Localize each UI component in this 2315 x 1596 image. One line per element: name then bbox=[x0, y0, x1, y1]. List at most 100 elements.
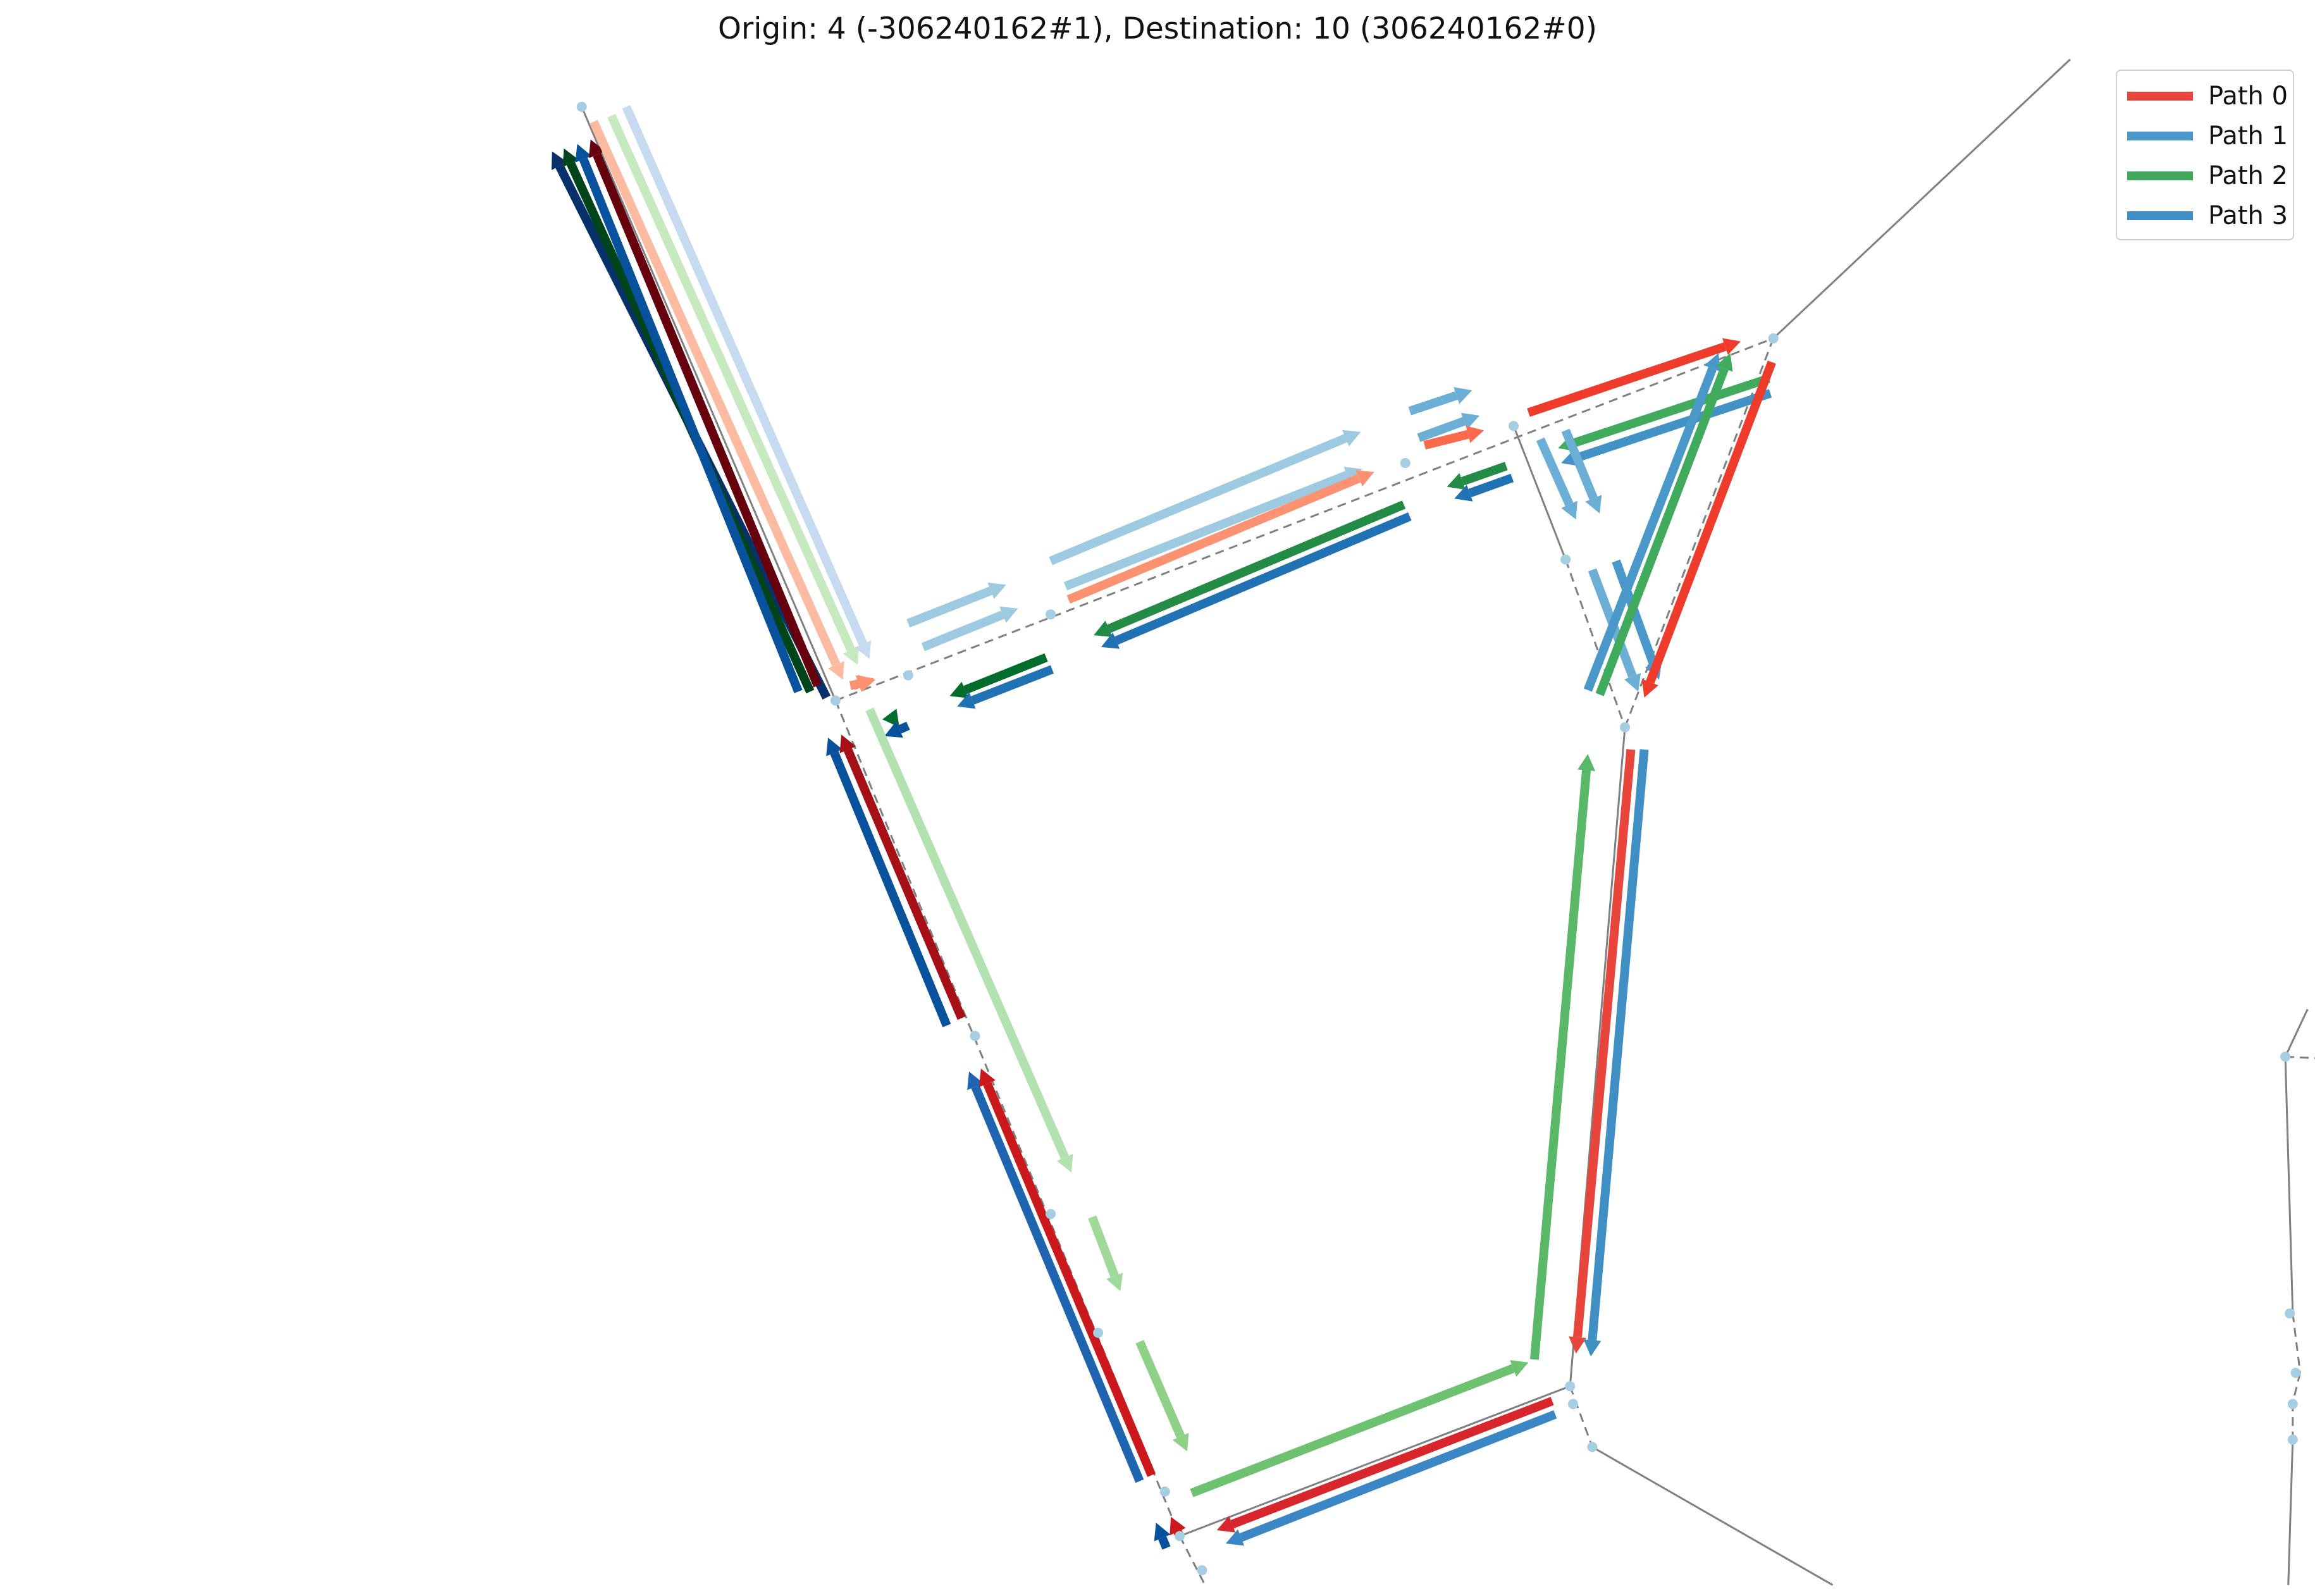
path-arrow-head bbox=[949, 681, 968, 698]
path-arrow-head bbox=[1106, 1272, 1123, 1292]
path-arrow-head bbox=[826, 738, 843, 757]
road-node bbox=[1560, 554, 1571, 565]
road-node bbox=[1620, 722, 1631, 733]
path-arrow-head bbox=[575, 144, 592, 163]
road-edge bbox=[1569, 1385, 1593, 1448]
legend-label-path-2: Path 2 bbox=[2208, 161, 2288, 190]
path-arrow-shaft bbox=[622, 105, 867, 646]
path-arrow-head bbox=[1641, 679, 1658, 698]
road-node bbox=[830, 695, 841, 706]
path-arrow-shaft bbox=[1561, 428, 1598, 500]
path-arrow-shaft bbox=[1460, 462, 1508, 486]
path-arrow-head bbox=[551, 151, 567, 170]
path-arrow-head bbox=[1216, 1516, 1236, 1533]
path-arrow-head bbox=[1454, 485, 1473, 502]
road-node bbox=[1046, 1209, 1056, 1220]
path-arrow-shaft bbox=[1646, 360, 1776, 684]
path-arrow-head bbox=[1101, 632, 1120, 649]
road-node bbox=[1093, 1327, 1104, 1338]
path-arrow-head bbox=[1094, 621, 1113, 637]
path-arrow-head bbox=[1355, 470, 1374, 487]
path-arrow-head bbox=[1569, 1336, 1586, 1354]
path-arrow-shaft bbox=[983, 1082, 1156, 1477]
path-arrow-head bbox=[1583, 1339, 1602, 1357]
path-arrow-head bbox=[1447, 473, 1466, 490]
path-arrow-shaft bbox=[921, 610, 1005, 652]
path-arrow-head bbox=[999, 606, 1018, 623]
path-arrow-shaft bbox=[1158, 1536, 1171, 1550]
path-arrow-head bbox=[987, 582, 1006, 599]
path-arrow-shaft bbox=[906, 586, 993, 628]
path-arrow-head bbox=[855, 675, 874, 693]
path-arrow-shaft bbox=[1230, 1397, 1554, 1529]
road-node bbox=[2280, 1051, 2291, 1062]
path-arrow-shaft bbox=[1063, 471, 1349, 591]
path-arrow-head bbox=[1722, 338, 1741, 356]
path-arrow-shaft bbox=[1527, 342, 1727, 417]
path-arrow-shaft bbox=[1107, 500, 1406, 633]
path-arrow-head bbox=[1561, 500, 1577, 520]
path-arrow-shaft bbox=[970, 665, 1054, 705]
path-arrow-shaft bbox=[1417, 417, 1466, 442]
road-node bbox=[970, 1030, 980, 1041]
path-arrow-head bbox=[1056, 1154, 1073, 1173]
road-edge bbox=[834, 700, 1181, 1537]
road-node bbox=[1567, 1399, 1578, 1409]
path-arrow-shaft bbox=[1114, 512, 1412, 645]
path-arrow-head bbox=[855, 640, 872, 659]
path-arrow-shaft bbox=[607, 114, 855, 652]
path-arrow-shaft bbox=[1575, 389, 1772, 462]
road-edge bbox=[1624, 338, 1775, 728]
path-arrow-head bbox=[843, 646, 860, 665]
road-node bbox=[576, 101, 587, 112]
legend-label-path-0: Path 0 bbox=[2208, 81, 2288, 111]
road-node bbox=[1046, 609, 1056, 620]
path-arrow-head bbox=[588, 139, 605, 158]
path-arrow-head bbox=[1454, 387, 1472, 404]
path-arrow-shaft bbox=[1408, 391, 1458, 416]
path-arrow-shaft bbox=[865, 707, 1069, 1160]
legend-item-path-1: Path 1 bbox=[2127, 116, 2293, 156]
path-arrow-shaft bbox=[1135, 1340, 1185, 1438]
legend-item-path-0: Path 0 bbox=[2127, 76, 2293, 116]
legend-swatch-path-0 bbox=[2127, 91, 2193, 101]
path-arrow-shaft bbox=[1190, 1364, 1515, 1497]
path-arrow-shaft bbox=[1423, 430, 1469, 450]
diagram-title: Origin: 4 (-306240162#1), Destination: 1… bbox=[718, 11, 1597, 46]
road-edge bbox=[1772, 58, 2071, 340]
road-edge bbox=[2284, 1008, 2309, 1058]
path-arrow-shaft bbox=[898, 721, 910, 734]
road-node bbox=[1197, 1565, 1207, 1576]
path-arrow-shaft bbox=[843, 748, 966, 1020]
path-arrow-head bbox=[1225, 1529, 1245, 1546]
path-arrow-shaft bbox=[1595, 367, 1729, 696]
road-node bbox=[1159, 1486, 1170, 1497]
path-arrow-head bbox=[1624, 673, 1641, 692]
path-arrow-head bbox=[1577, 753, 1596, 771]
path-arrow-shaft bbox=[1536, 437, 1574, 507]
legend-swatch-path-2 bbox=[2127, 171, 2193, 180]
path-arrow-head bbox=[828, 661, 844, 680]
road-edge bbox=[2284, 1056, 2294, 1314]
road-node bbox=[1400, 458, 1411, 468]
path-arrow-head bbox=[1510, 1360, 1529, 1377]
path-arrow-shaft bbox=[963, 653, 1048, 695]
path-arrow-head bbox=[1154, 1523, 1171, 1542]
path-arrow-shaft bbox=[1088, 1215, 1119, 1278]
road-edge bbox=[2287, 1439, 2294, 1585]
road-edge bbox=[2292, 1372, 2301, 1403]
path-arrow-shaft bbox=[1239, 1410, 1557, 1542]
path-arrow-head bbox=[884, 721, 903, 738]
road-node bbox=[1565, 1381, 1576, 1392]
path-arrow-shaft bbox=[1066, 474, 1361, 604]
path-arrow-shaft bbox=[1529, 770, 1591, 1360]
legend: Path 0 Path 1 Path 2 Path 3 bbox=[2116, 70, 2294, 240]
path-arrow-shaft bbox=[1572, 749, 1636, 1338]
path-arrow-head bbox=[562, 148, 579, 168]
road-edge bbox=[581, 106, 837, 701]
legend-swatch-path-3 bbox=[2127, 211, 2193, 220]
path-arrow-shaft bbox=[1583, 367, 1717, 692]
path-arrow-shaft bbox=[1049, 434, 1348, 566]
path-arrow-head bbox=[1704, 353, 1721, 372]
